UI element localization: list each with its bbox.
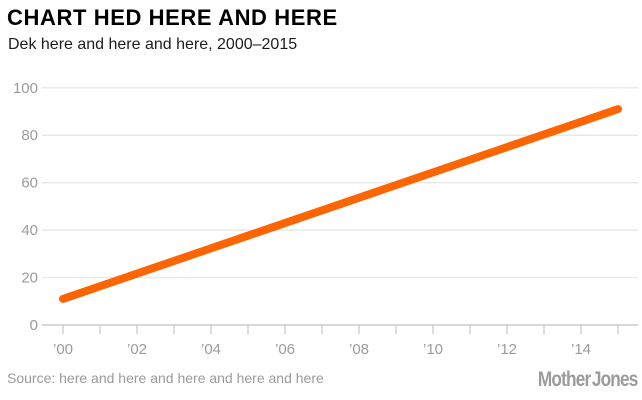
x-tick-label: ’02 (127, 341, 147, 358)
motherjones-logo: Mother Jones (538, 368, 638, 391)
x-tick-label: ’06 (275, 341, 295, 358)
source-note: Source: here and here and here and here … (7, 370, 324, 386)
y-tick-label: 100 (13, 80, 38, 97)
x-tick-label: ’08 (349, 341, 369, 358)
chart-title: CHART HED HERE AND HERE (7, 5, 338, 30)
chart-subtitle: Dek here and here and here, 2000–2015 (8, 36, 298, 53)
line-chart: 0 20 40 60 80 100 ’00 ’02 ’04 ’06 ’08 ’10 ’12 ’14 (13, 80, 638, 358)
x-tick-label: ’12 (497, 341, 517, 358)
y-tick-label: 60 (21, 175, 38, 192)
x-tick-label: ’00 (53, 341, 73, 358)
y-tick-label: 20 (21, 270, 38, 287)
x-tick-label: ’10 (423, 341, 443, 358)
y-tick-label: 0 (30, 317, 38, 334)
data-line (59, 105, 622, 303)
y-tick-label: 40 (21, 222, 38, 239)
x-tick-label: ’14 (571, 341, 591, 358)
x-tick-label: ’04 (201, 341, 221, 358)
y-tick-label: 80 (21, 127, 38, 144)
